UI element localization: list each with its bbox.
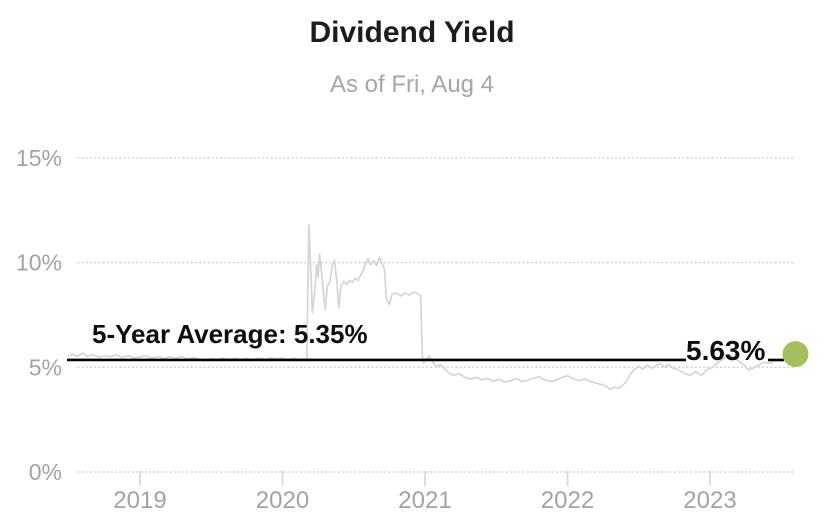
x-axis-tick-label: 2022 — [541, 487, 594, 514]
average-line-label: 5-Year Average: 5.35% — [92, 319, 368, 349]
last-value-marker — [782, 341, 809, 368]
y-axis-tick-label: 0% — [29, 459, 62, 485]
chart-subtitle: As of Fri, Aug 4 — [329, 71, 495, 98]
y-axis-tick-label: 15% — [16, 145, 62, 171]
x-axis-tick-label: 2019 — [113, 487, 166, 514]
y-axis-tick-label: 10% — [16, 250, 62, 276]
x-axis-tick-label: 2020 — [256, 487, 309, 514]
y-axis-tick-label: 5% — [29, 354, 62, 380]
last-value-label: 5.63% — [686, 335, 766, 366]
x-axis-tick-label: 2023 — [683, 487, 736, 514]
page-title: Dividend Yield — [309, 16, 515, 49]
x-axis-tick-label: 2021 — [398, 487, 451, 514]
series-line — [67, 224, 797, 391]
